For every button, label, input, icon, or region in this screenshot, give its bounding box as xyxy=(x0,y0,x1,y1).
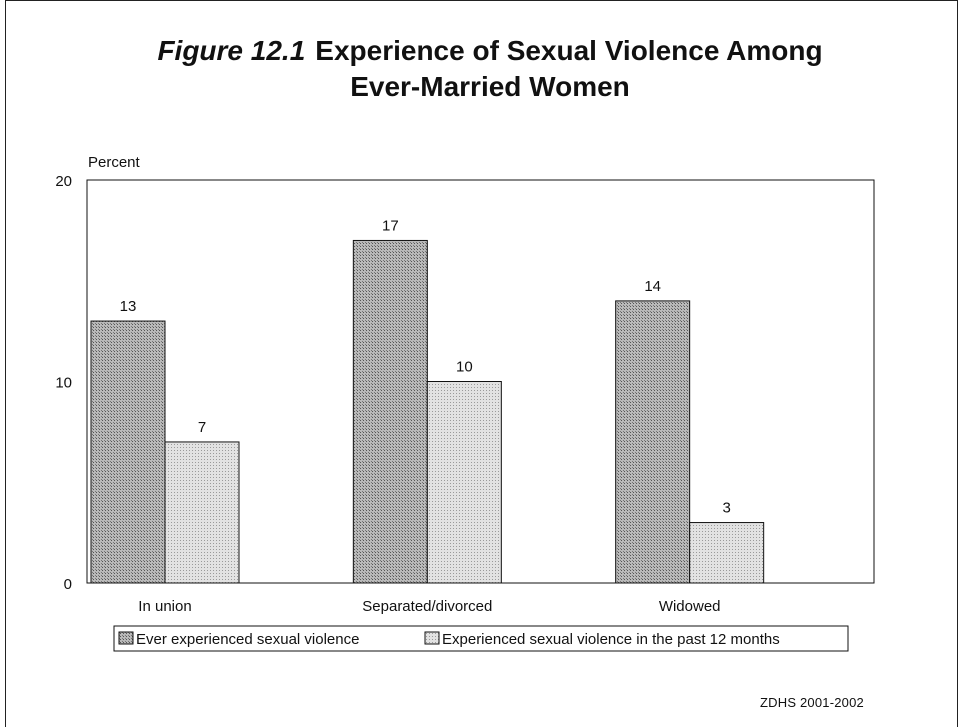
legend-swatch xyxy=(424,631,440,645)
x-category-label: Separated/divorced xyxy=(362,598,492,615)
bar-past-12-months xyxy=(164,441,240,584)
x-category-label: Widowed xyxy=(659,598,721,615)
y-tick-label: 10 xyxy=(55,375,72,392)
title-line-1: Experience of Sexual Violence Among xyxy=(315,35,823,66)
figure-number: Figure 12.1 xyxy=(157,35,306,66)
legend-swatch xyxy=(118,631,134,645)
figure-title: Figure 12.1 Experience of Sexual Violence… xyxy=(0,33,959,105)
figure-frame xyxy=(5,0,958,727)
bar-value-label: 3 xyxy=(722,500,730,517)
legend-label: Experienced sexual violence in the past … xyxy=(442,631,780,648)
y-tick-label: 20 xyxy=(55,173,72,190)
x-category-label: In union xyxy=(138,598,191,615)
legend-label: Ever experienced sexual violence xyxy=(136,631,359,648)
bar-ever xyxy=(615,300,691,584)
bar-value-label: 13 xyxy=(120,298,137,315)
title-line-2: Ever-Married Women xyxy=(350,71,630,102)
y-tick-label: 0 xyxy=(64,576,72,593)
bar-value-label: 14 xyxy=(644,278,661,295)
y-axis-label: Percent xyxy=(88,154,140,171)
source-note: ZDHS 2001-2002 xyxy=(760,695,864,710)
bar-ever xyxy=(352,239,428,584)
bar-value-label: 10 xyxy=(456,359,473,376)
bar-past-12-months xyxy=(689,522,765,584)
legend-box xyxy=(113,625,849,652)
bar-value-label: 7 xyxy=(198,419,206,436)
bar-value-label: 17 xyxy=(382,217,399,234)
bar-past-12-months xyxy=(426,381,502,584)
bar-ever xyxy=(90,320,166,584)
